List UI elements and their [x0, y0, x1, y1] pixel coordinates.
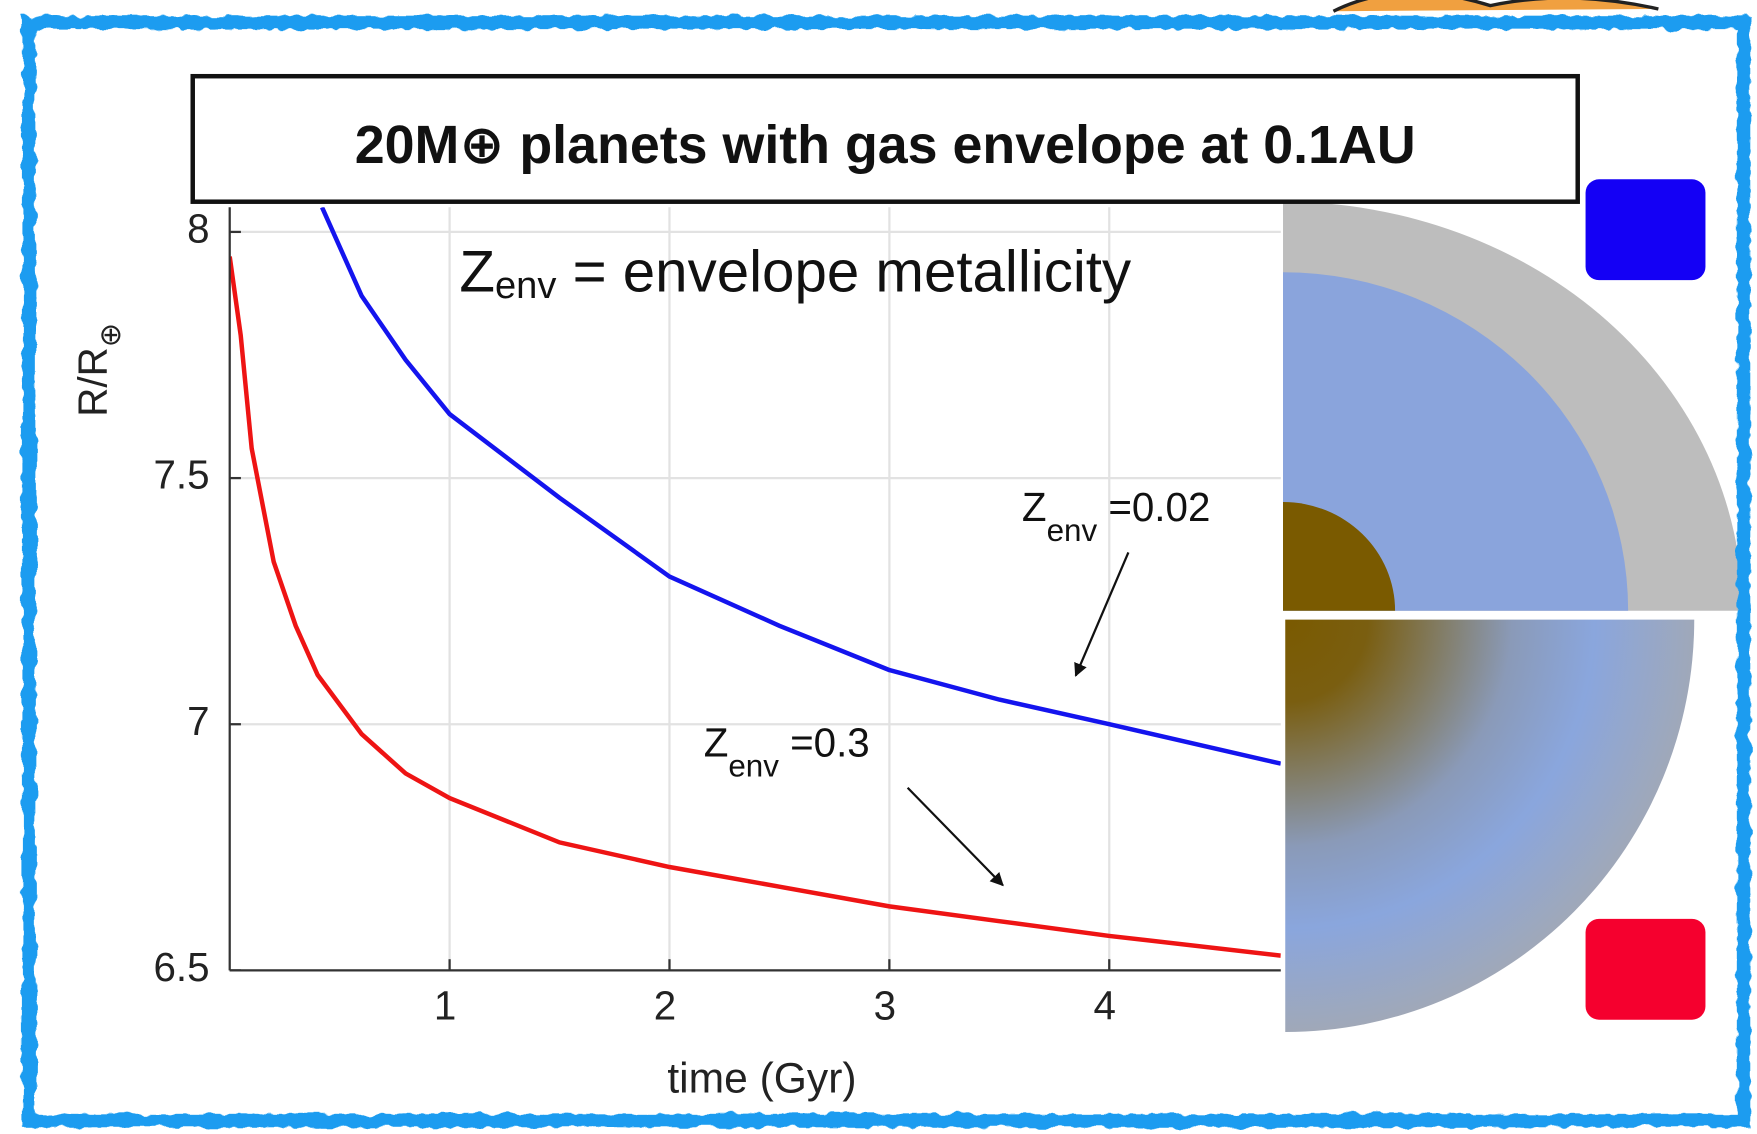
- annotation-value: =0.02: [1097, 484, 1210, 530]
- legend-swatch: [1585, 179, 1706, 281]
- chart-title: 20M⊕ planets with gas envelope at 0.1AU: [355, 115, 1416, 175]
- x-tick-label: 3: [874, 983, 896, 1029]
- annotation-main: Z: [1022, 484, 1047, 530]
- y-tick-label: 8: [187, 206, 209, 252]
- subtitle-rest: = envelope metallicity: [556, 239, 1132, 304]
- annotation-value: =0.3: [779, 719, 870, 765]
- y-axis-label: R/R⊕: [69, 323, 126, 417]
- frame: [22, 15, 1751, 1128]
- legend-swatch: [1585, 918, 1706, 1020]
- title-box: [190, 73, 1580, 204]
- annotation-main: Z: [704, 719, 729, 765]
- y-tick-label: 7: [187, 698, 209, 744]
- subtitle-sub: env: [495, 265, 556, 307]
- x-tick-label: 4: [1094, 983, 1116, 1029]
- annotation: Zenv =0.3: [704, 719, 870, 783]
- ticks: 6.5 7 7.5 8 1 2 3 4: [153, 206, 1116, 1029]
- annotation-sub: env: [1047, 513, 1098, 548]
- planet-gas: [1283, 272, 1629, 611]
- y-tick-label: 7.5: [153, 452, 209, 498]
- subtitle-main: Z: [459, 239, 495, 304]
- subtitle: Zenv = envelope metallicity: [459, 239, 1132, 307]
- planet-core: [1283, 502, 1396, 611]
- y-label-main: R/R: [69, 347, 115, 416]
- x-axis-label: time (Gyr): [667, 1055, 856, 1103]
- x-tick-label: 1: [434, 983, 456, 1029]
- series-line: [320, 207, 1281, 766]
- annotation-sub: env: [728, 749, 779, 784]
- plot-lines: [229, 207, 1281, 958]
- y-label-sub: ⊕: [95, 323, 127, 347]
- annotation-arrow: [906, 786, 1004, 887]
- planet-mixed: [1285, 619, 1695, 1033]
- series-line: [229, 256, 1281, 958]
- y-tick-label: 6.5: [153, 944, 209, 990]
- decoration: [1332, 0, 1659, 13]
- x-tick-label: 2: [654, 983, 676, 1029]
- annotation: Zenv =0.02: [1022, 484, 1210, 548]
- annotation-arrow: [1074, 551, 1130, 677]
